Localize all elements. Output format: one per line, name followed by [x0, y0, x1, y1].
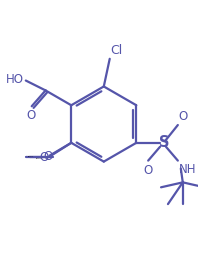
Text: methoxy: methoxy — [36, 157, 42, 159]
Text: O: O — [39, 151, 49, 164]
Text: O: O — [26, 109, 35, 122]
Text: methoxy: methoxy — [25, 155, 31, 157]
Text: O: O — [144, 164, 153, 177]
Text: HO: HO — [6, 73, 24, 86]
Text: Cl: Cl — [111, 44, 123, 57]
Text: O: O — [43, 150, 52, 163]
Text: S: S — [159, 135, 169, 150]
Text: NH: NH — [179, 163, 196, 176]
Text: methoxy: methoxy — [28, 155, 34, 157]
Text: O: O — [179, 110, 188, 123]
